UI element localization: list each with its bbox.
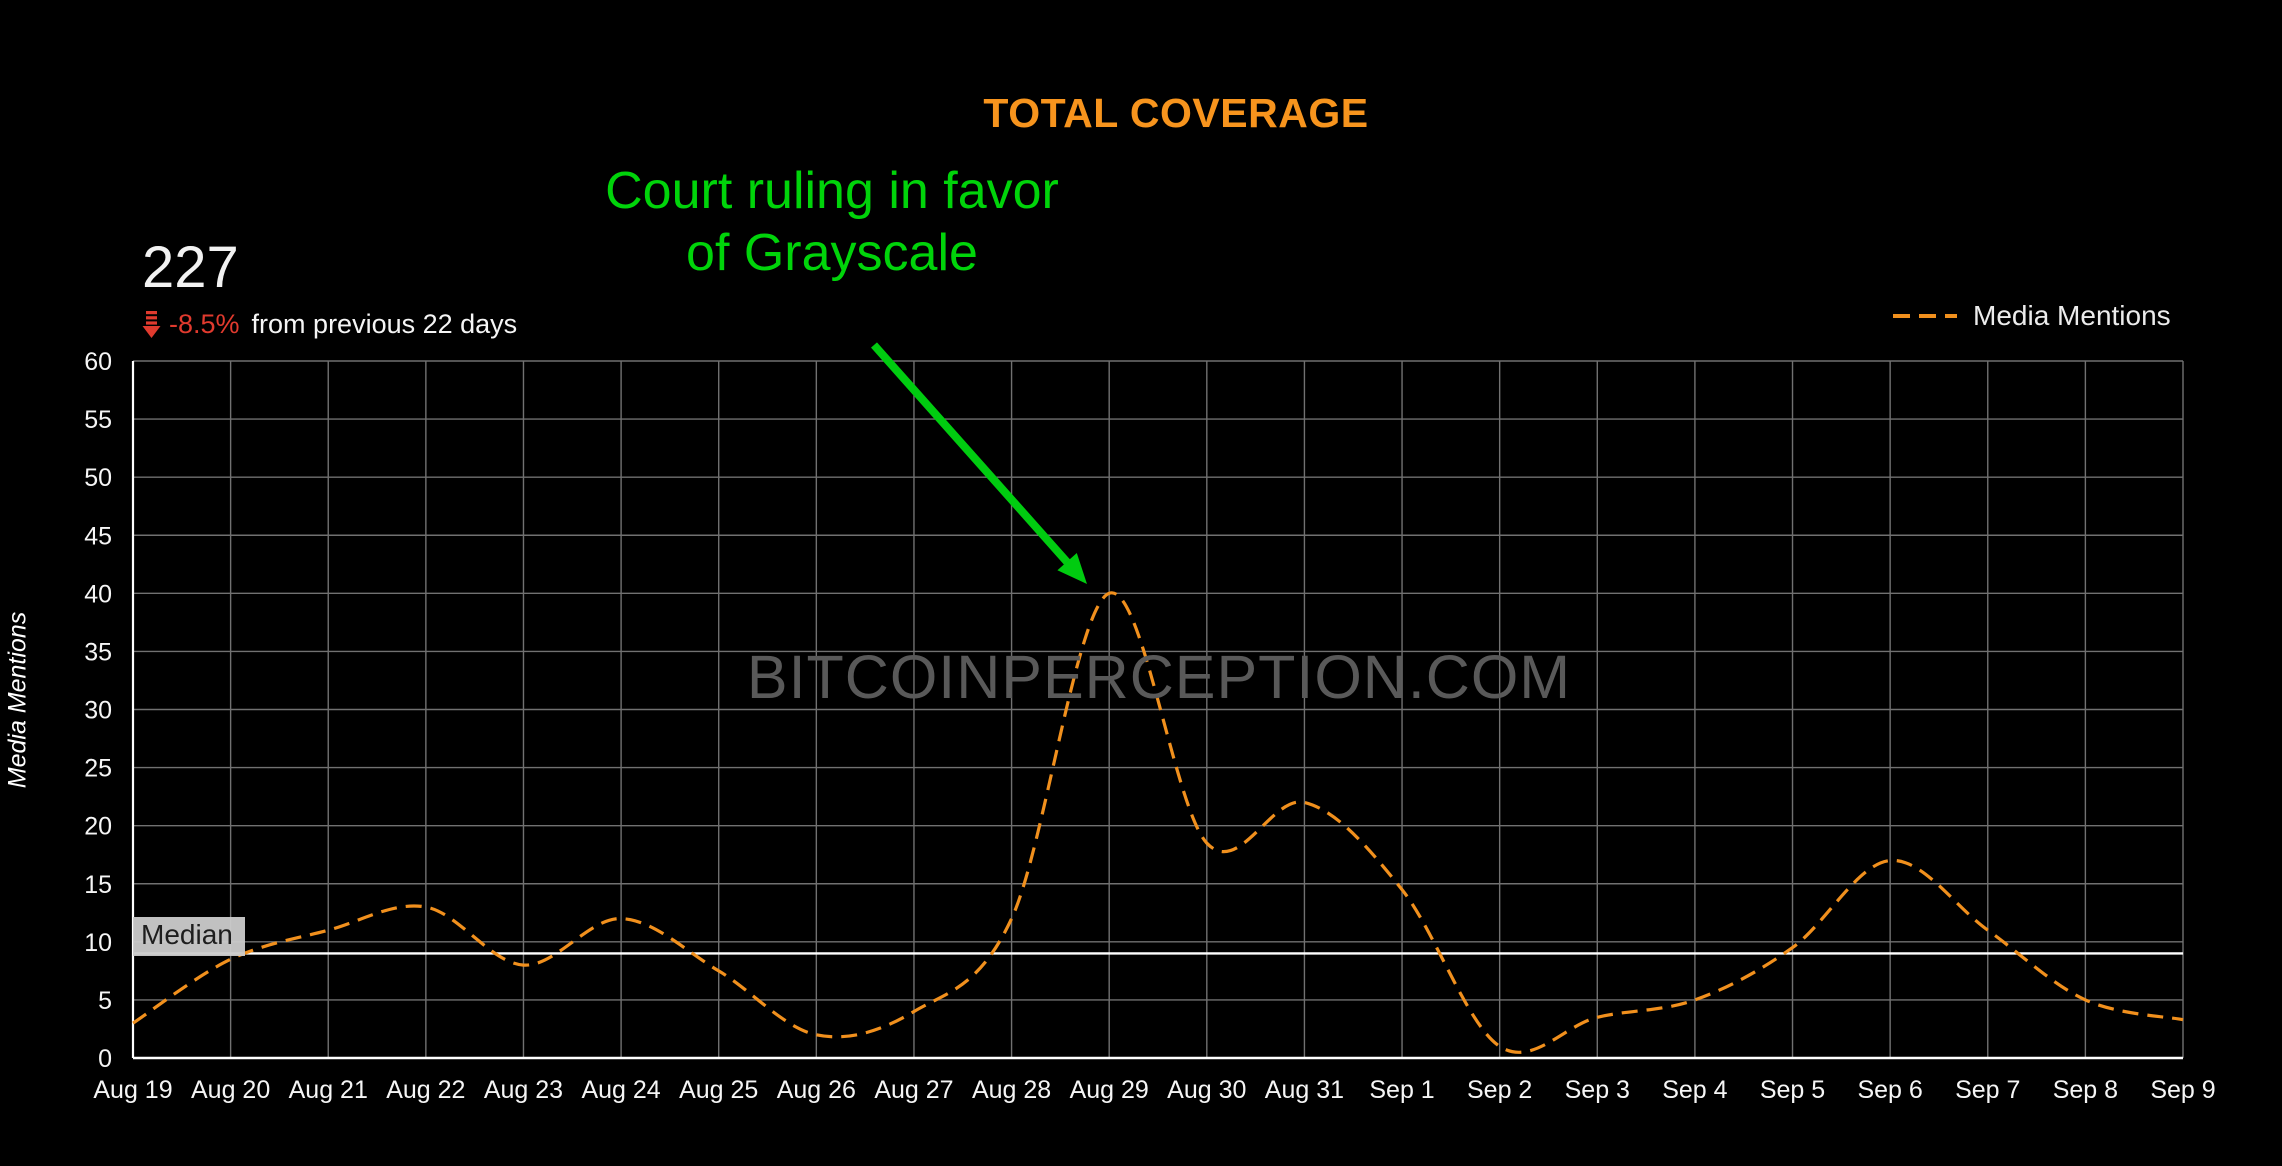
y-tick-label: 45: [84, 522, 112, 550]
x-tick-label: Aug 21: [289, 1076, 368, 1104]
x-tick-label: Sep 2: [1467, 1076, 1532, 1104]
legend: Media Mentions: [1893, 300, 2171, 332]
x-tick-label: Aug 19: [93, 1076, 172, 1104]
x-tick-label: Aug 30: [1167, 1076, 1246, 1104]
down-arrow-icon: [142, 310, 161, 338]
change-line: -8.5% from previous 22 days: [142, 309, 517, 340]
change-suffix: from previous 22 days: [251, 308, 518, 339]
x-tick-label: Aug 24: [581, 1076, 660, 1104]
y-tick-label: 5: [98, 987, 112, 1015]
x-tick-label: Aug 29: [1070, 1076, 1149, 1104]
x-tick-label: Aug 22: [386, 1076, 465, 1104]
x-tick-label: Aug 31: [1265, 1076, 1344, 1104]
legend-dash-icon: [1893, 314, 1957, 318]
x-tick-label: Aug 26: [777, 1076, 856, 1104]
page-title: TOTAL COVERAGE: [983, 90, 1369, 136]
watermark: BITCOINPERCEPTION.COM: [746, 643, 1572, 711]
total-mentions-value: 227: [142, 235, 239, 300]
annotation-text: Court ruling in favor of Grayscale: [530, 160, 1134, 285]
annotation-line-1: Court ruling in favor: [605, 162, 1059, 220]
x-tick-label: Sep 9: [2150, 1076, 2215, 1104]
x-tick-label: Aug 20: [191, 1076, 270, 1104]
x-tick-label: Aug 25: [679, 1076, 758, 1104]
y-axis-title: Media Mentions: [3, 611, 32, 789]
y-tick-label: 55: [84, 406, 112, 434]
median-label: Median: [133, 917, 245, 956]
x-tick-label: Sep 7: [1955, 1076, 2020, 1104]
legend-label: Media Mentions: [1973, 300, 2171, 331]
y-tick-label: 10: [84, 929, 112, 957]
annotation-arrowhead-icon: [1057, 553, 1087, 584]
change-percent: -8.5%: [169, 308, 240, 339]
x-tick-label: Sep 8: [2053, 1076, 2118, 1104]
stat-block: 227 -8.5% from previous 22 days: [142, 235, 517, 340]
x-tick-label: Aug 28: [972, 1076, 1051, 1104]
y-tick-label: 20: [84, 813, 112, 841]
y-tick-label: 50: [84, 464, 112, 492]
x-tick-label: Sep 3: [1565, 1076, 1630, 1104]
x-tick-label: Aug 23: [484, 1076, 563, 1104]
y-tick-label: 0: [98, 1045, 112, 1073]
x-tick-label: Sep 4: [1662, 1076, 1727, 1104]
x-tick-label: Sep 5: [1760, 1076, 1825, 1104]
x-tick-label: Sep 1: [1369, 1076, 1434, 1104]
y-tick-label: 35: [84, 638, 112, 666]
annotation-line-2: of Grayscale: [686, 224, 978, 283]
x-tick-label: Aug 27: [874, 1076, 953, 1104]
media-mentions-line: [132, 591, 2184, 1054]
annotation-arrow-shaft: [871, 342, 1070, 565]
x-tick-label: Sep 6: [1857, 1076, 1922, 1104]
y-tick-label: 25: [84, 755, 112, 783]
y-tick-label: 60: [84, 348, 112, 376]
y-tick-label: 30: [84, 697, 112, 725]
y-tick-label: 15: [84, 871, 112, 899]
y-tick-label: 40: [84, 580, 112, 608]
